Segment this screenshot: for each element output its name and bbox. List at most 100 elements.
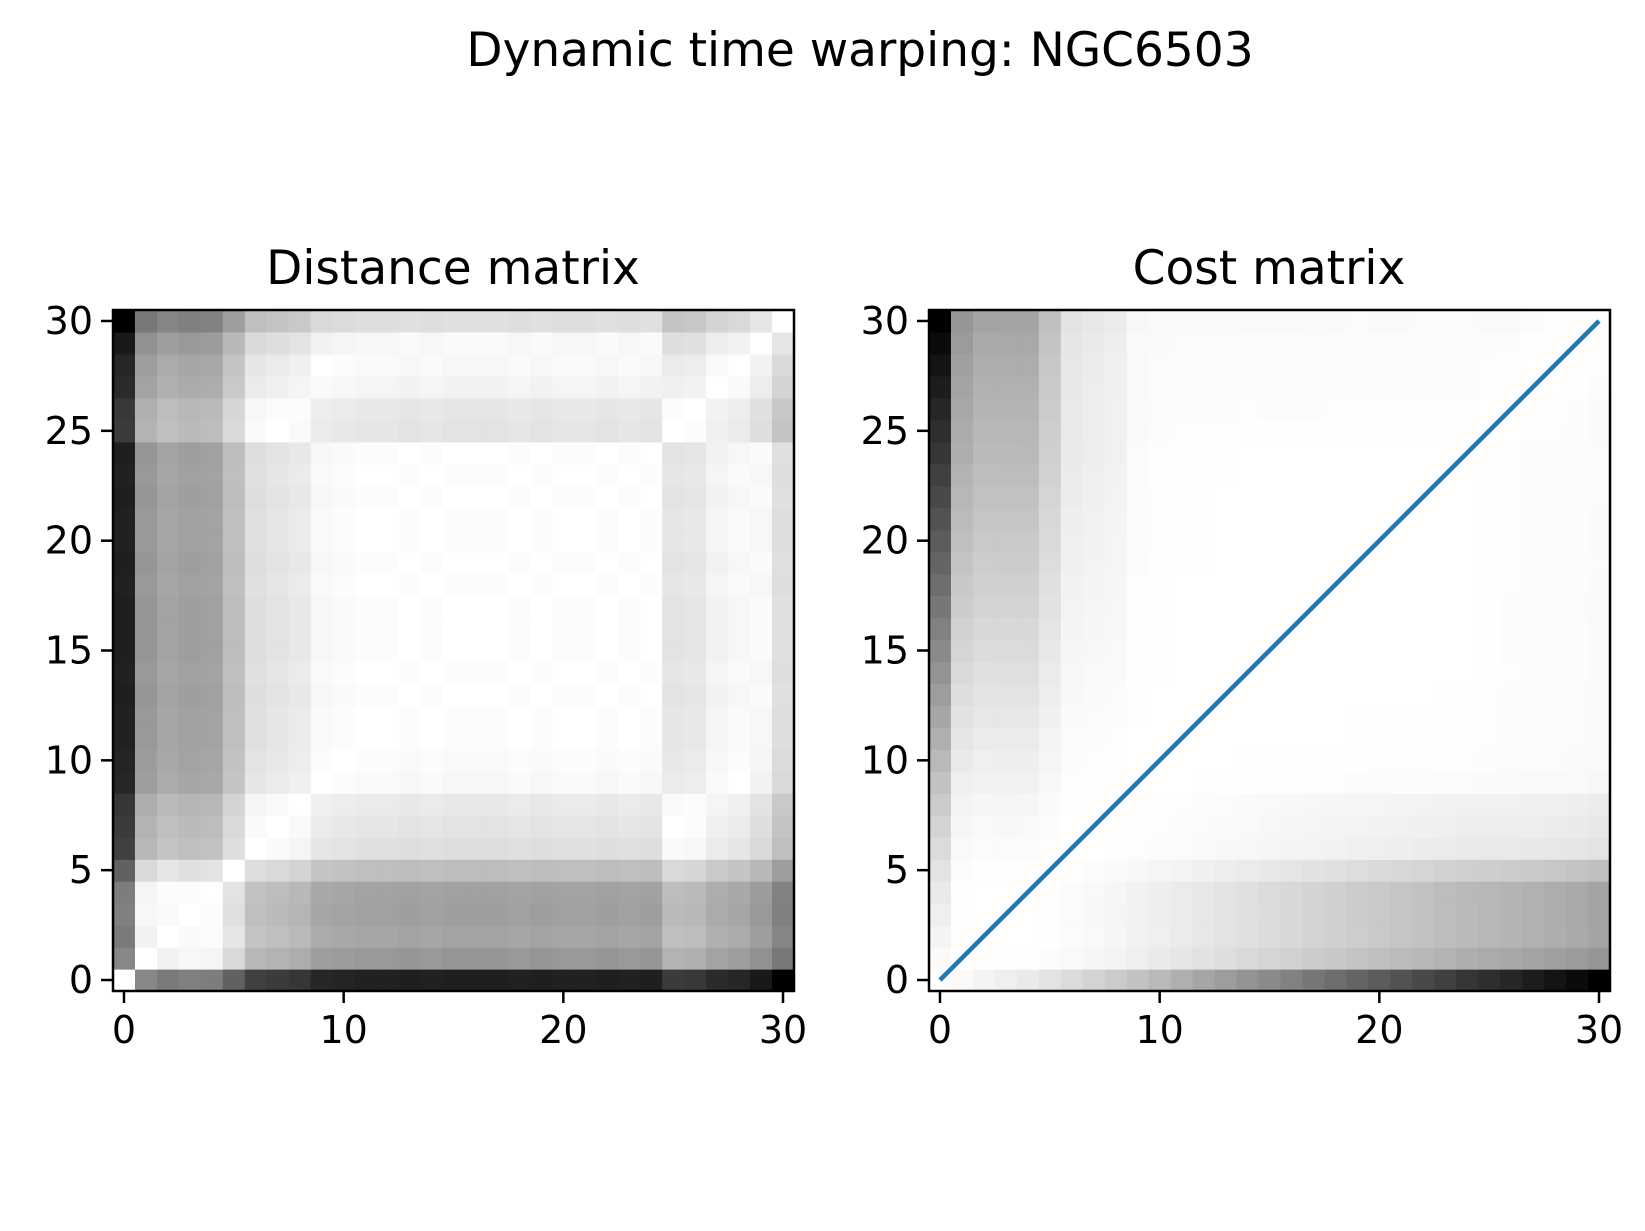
heatmap-cell [1500,969,1523,992]
heatmap-cell [1280,727,1304,750]
heatmap-cell [156,947,180,970]
heatmap-cell [1280,771,1304,794]
heatmap-cell [1522,463,1545,487]
heatmap-cell [772,573,795,597]
heatmap-cell [486,727,510,750]
heatmap-cell [1544,727,1567,750]
heatmap-cell [1324,771,1347,794]
heatmap-cell [1478,881,1501,904]
heatmap-cell [1478,749,1501,772]
heatmap-cell [1434,310,1457,333]
heatmap-cell [178,639,202,663]
heatmap-cell [640,331,663,355]
heatmap-cell [1324,595,1347,619]
heatmap-cell [156,463,180,487]
heatmap-cell [200,463,224,487]
heatmap-cell [972,617,996,641]
heatmap-cell [1412,837,1435,860]
heatmap-cell [376,661,400,685]
heatmap-cell [552,683,575,707]
heatmap-cell [596,881,619,904]
heatmap-cell [972,859,996,882]
heatmap-cell [1302,771,1326,794]
heatmap-cell [244,771,268,794]
heatmap-cell [464,375,488,399]
heatmap-cell [1258,925,1282,948]
heatmap-cell [1324,529,1347,553]
heatmap-cell [618,727,641,750]
x-tick-label: 0 [112,1008,136,1052]
heatmap-cell [684,397,707,421]
heatmap-cell [1324,485,1347,509]
heatmap-cell [420,397,444,421]
heatmap-cell [200,551,224,575]
heatmap-cell [640,749,663,772]
heatmap-cell [1324,727,1347,750]
heatmap-cell [1390,331,1413,355]
heatmap-cell [750,815,773,838]
heatmap-cell [530,353,553,377]
heatmap-cell [1280,463,1304,487]
heatmap-cell [1434,507,1457,531]
heatmap-cell [1456,661,1479,685]
heatmap-cell [1258,771,1282,794]
heatmap-cell [1434,881,1457,904]
heatmap-cell [508,815,531,838]
heatmap-cell [442,749,466,772]
heatmap-cell [156,441,180,465]
heatmap-cell [1214,551,1238,575]
heatmap-cell [310,925,334,948]
heatmap-cell [929,639,952,663]
heatmap-cell [1016,749,1040,772]
heatmap-cell [310,485,334,509]
heatmap-cell [134,353,158,377]
heatmap-cell [486,925,510,948]
heatmap-cell [1434,683,1457,707]
heatmap-cell [1412,463,1435,487]
heatmap-cell [1038,837,1062,860]
heatmap-cell [332,397,356,421]
heatmap-cell [1412,353,1435,377]
heatmap-cell [1082,793,1106,816]
heatmap-cell [288,331,312,355]
heatmap-cell [1016,551,1040,575]
heatmap-cell [310,837,334,860]
heatmap-cell [1258,551,1282,575]
heatmap-cell [354,749,378,772]
heatmap-cell [310,551,334,575]
heatmap-cell [1038,815,1062,838]
heatmap-cell [972,573,996,597]
heatmap-cell [1478,375,1501,399]
heatmap-cell [134,485,158,509]
heatmap-cell [1390,705,1413,728]
heatmap-cell [1104,969,1128,992]
heatmap-cell [1082,375,1106,399]
heatmap-cell [1148,573,1172,597]
heatmap-cell [1324,441,1347,465]
heatmap-cell [684,661,707,685]
heatmap-cell [640,705,663,728]
heatmap-cell [772,683,795,707]
heatmap-cell [750,397,773,421]
heatmap-cell [772,903,795,926]
heatmap-cell [1060,969,1084,992]
heatmap-cell [1038,903,1062,926]
heatmap-cell [1236,529,1260,553]
heatmap-cell [156,683,180,707]
heatmap-cell [1236,397,1260,421]
heatmap-cell [574,881,597,904]
heatmap-cell [530,837,553,860]
heatmap-cell [1038,441,1062,465]
heatmap-cell [662,683,685,707]
heatmap-cell [1588,551,1611,575]
heatmap-cell [1346,793,1369,816]
heatmap-cell [1478,925,1501,948]
heatmap-cell [1456,419,1479,443]
heatmap-cell [222,595,246,619]
heatmap-cell [222,617,246,641]
heatmap-cell [1060,727,1084,750]
heatmap-cell [1434,947,1457,970]
heatmap-cell [156,925,180,948]
heatmap-cell [1104,815,1128,838]
heatmap-cell [1214,727,1238,750]
